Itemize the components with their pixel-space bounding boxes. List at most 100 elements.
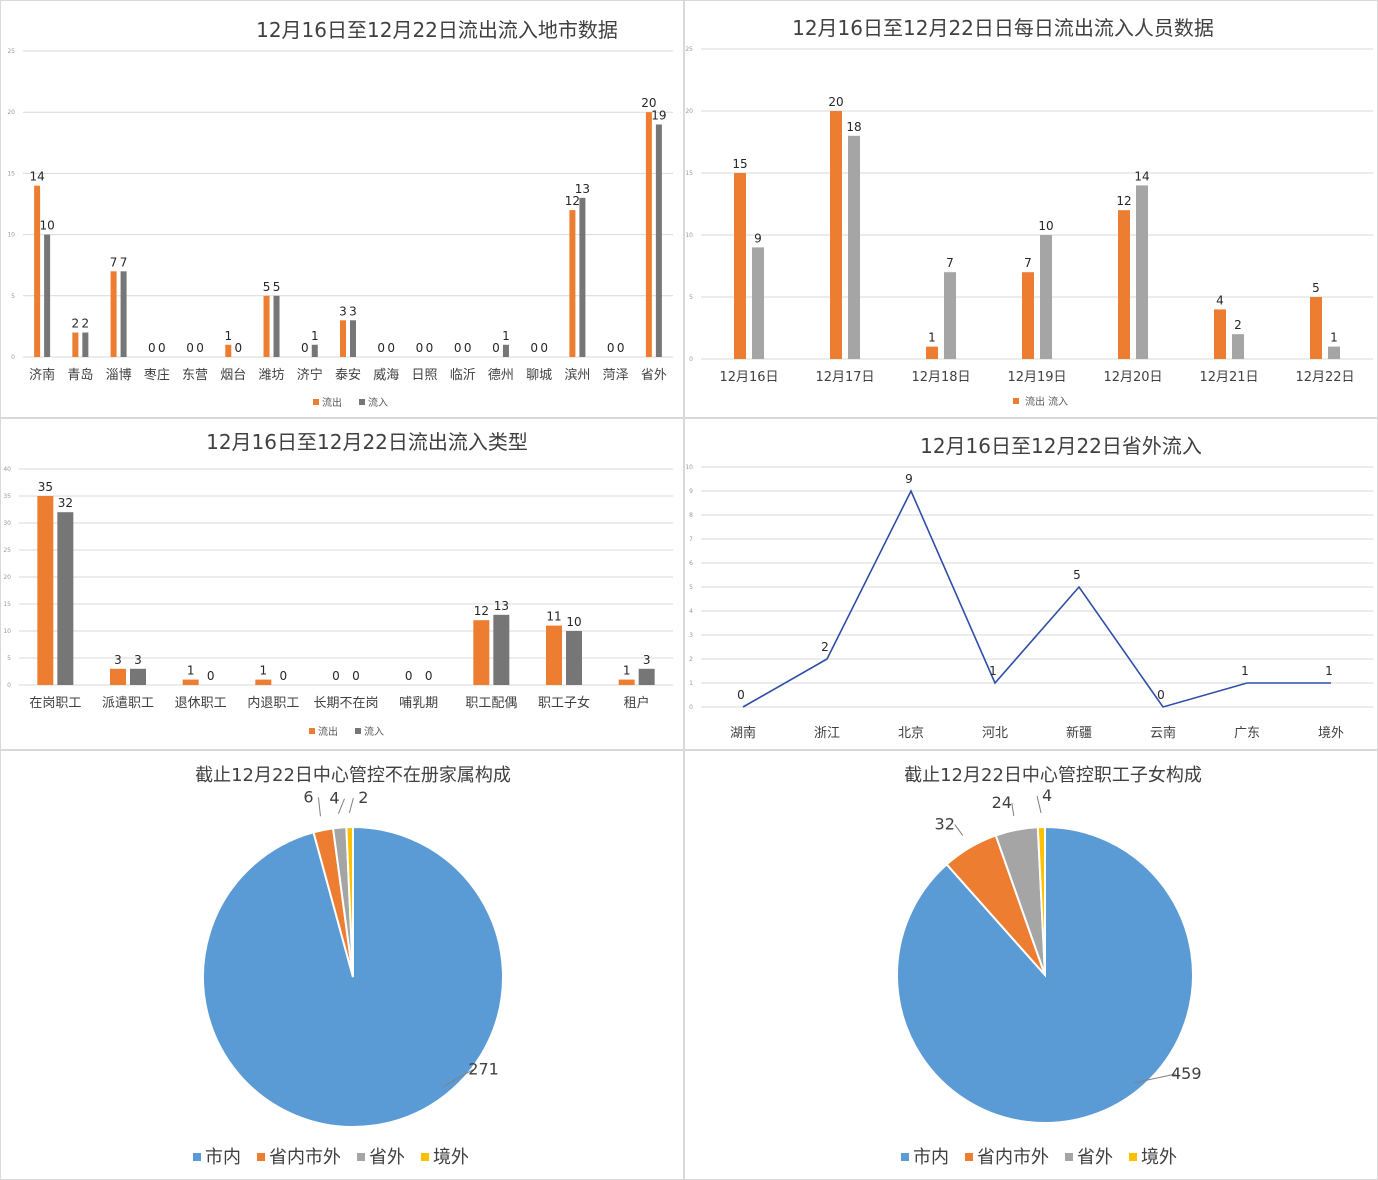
- y-tick-label: 8: [689, 512, 693, 519]
- data-label: 7: [1024, 256, 1032, 270]
- legend-swatch: [355, 728, 361, 734]
- bar-流出: [473, 620, 490, 685]
- y-tick-label: 10: [3, 628, 11, 635]
- x-tick-label: 淄博: [106, 368, 132, 383]
- chart-outside-province: 12月16日至12月22日省外流入012345678910湖南0浙江2北京9河北…: [685, 434, 1373, 741]
- y-tick-label: 15: [7, 170, 15, 177]
- bar-流出: [926, 346, 938, 359]
- data-label: 5: [1312, 281, 1320, 295]
- y-tick-label: 25: [3, 547, 11, 554]
- data-label: 4: [329, 789, 339, 808]
- data-label: 0: [280, 669, 288, 683]
- legend-swatch: [357, 1153, 365, 1161]
- legend-entry: 省内市外: [977, 1147, 1049, 1168]
- data-label: 0: [530, 341, 538, 355]
- bar-流入: [130, 668, 146, 685]
- y-tick-label: 5: [7, 655, 11, 662]
- bar-流出: [340, 320, 346, 357]
- y-tick-label: 0: [689, 704, 693, 711]
- leader-line: [317, 797, 321, 817]
- x-tick-label: 威海: [373, 368, 399, 383]
- chart-title: 截止12月22日中心管控不在册家属构成: [195, 765, 511, 786]
- data-label: 3: [339, 304, 347, 318]
- data-label: 0: [158, 341, 166, 355]
- bar-流出: [618, 679, 635, 685]
- x-tick-label: 泰安: [335, 368, 361, 383]
- y-tick-label: 15: [3, 601, 11, 608]
- legend-entry: 省外: [1077, 1147, 1113, 1168]
- bar-流出: [34, 185, 41, 357]
- data-label: 24: [992, 793, 1012, 812]
- legend-swatch: [965, 1153, 973, 1161]
- data-label: 0: [617, 341, 625, 355]
- data-label: 32: [935, 814, 955, 833]
- data-label: 1: [311, 329, 319, 343]
- x-tick-label: 潍坊: [259, 368, 285, 383]
- data-label: 0: [607, 341, 615, 355]
- panel-flow-types: 12月16日至12月22日流出流入类型 0 5 10 15 20 25 30 35 40 在岗职工 3…: [0, 418, 684, 750]
- data-label: 13: [494, 599, 509, 613]
- pie-slice-境外: [1036, 825, 1046, 976]
- data-label: 0: [352, 669, 360, 683]
- bar-流出: [110, 271, 117, 357]
- x-tick-label: 省外: [641, 368, 667, 383]
- data-label: 1: [260, 664, 268, 678]
- x-tick-label: 12月20日: [1103, 370, 1162, 385]
- y-tick-label: 6: [689, 560, 693, 567]
- series-line: [742, 489, 1331, 708]
- data-label: 0: [377, 341, 385, 355]
- bar-流出: [182, 679, 199, 685]
- legend-entry: 流出 流入: [1025, 395, 1068, 408]
- data-label: 0: [464, 341, 472, 355]
- x-tick-label: 济南: [29, 367, 55, 383]
- data-label: 1: [502, 329, 510, 343]
- bar-流出: [263, 295, 270, 357]
- x-tick-label: 新疆: [1066, 725, 1092, 741]
- y-tick-label: 0: [11, 354, 15, 361]
- x-tick-label: 租户: [624, 695, 650, 711]
- data-label: 7: [946, 256, 954, 270]
- x-tick-label: 浙江: [814, 726, 840, 741]
- legend-swatch: [257, 1153, 265, 1161]
- data-label: 0: [387, 341, 395, 355]
- data-label: 1: [1241, 664, 1249, 678]
- legend-entry: 流入: [368, 396, 388, 409]
- x-tick-label: 聊城: [526, 368, 552, 383]
- x-tick-label: 枣庄: [144, 367, 170, 383]
- data-label: 1: [928, 331, 936, 345]
- leader-line: [1134, 1073, 1177, 1084]
- bar-流入: [579, 197, 586, 357]
- data-label: 5: [263, 280, 271, 294]
- y-tick-label: 15: [685, 170, 693, 177]
- legend-entry: 境外: [1141, 1147, 1177, 1168]
- legend-swatch: [1065, 1153, 1073, 1161]
- x-tick-label: 12月17日: [815, 370, 874, 385]
- x-tick-label: 哺乳期: [399, 696, 438, 711]
- bar-流出: [72, 332, 79, 357]
- pie-slice-境外: [345, 825, 354, 978]
- data-label: 12: [1116, 194, 1131, 208]
- data-label: 20: [641, 96, 656, 110]
- data-label: 1: [1330, 331, 1338, 345]
- x-tick-label: 职工配偶: [465, 696, 517, 711]
- x-tick-label: 东营: [182, 368, 208, 383]
- leader-line: [954, 824, 964, 836]
- data-label: 18: [846, 120, 861, 134]
- bar-流入: [502, 344, 509, 357]
- bar-流入: [655, 124, 662, 357]
- bar-流出: [110, 668, 126, 685]
- data-label: 0: [234, 341, 242, 355]
- bar-流入: [848, 135, 860, 359]
- data-label: 2: [72, 317, 80, 331]
- y-tick-label: 7: [689, 536, 693, 543]
- x-tick-label: 济宁: [297, 367, 323, 383]
- bar-流出: [645, 112, 652, 357]
- x-tick-label: 湖南: [730, 725, 756, 741]
- y-tick-label: 1: [689, 680, 693, 687]
- y-tick-label: 25: [685, 46, 693, 53]
- bar-流出: [225, 344, 232, 357]
- data-label: 20: [828, 95, 843, 109]
- data-label: 9: [905, 472, 913, 486]
- y-tick-label: 0: [7, 682, 11, 689]
- bar-流入: [1136, 185, 1148, 359]
